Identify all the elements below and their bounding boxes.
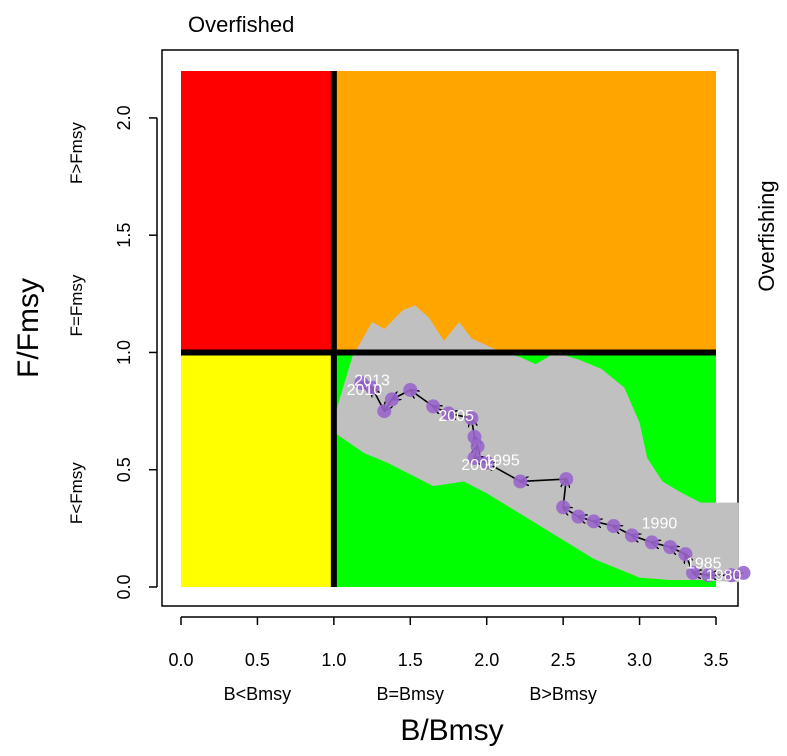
x-zone-label: B>Bmsy: [529, 684, 597, 704]
y-zone-label: F=Fmsy: [67, 274, 86, 336]
data-point: [724, 568, 739, 583]
data-point: [586, 514, 601, 529]
data-point: [479, 455, 494, 470]
y-tick-label: 0.0: [114, 574, 134, 599]
x-tick-label: 2.5: [551, 650, 576, 670]
uncertainty-layer: [333, 305, 739, 583]
data-point: [513, 474, 528, 489]
x-tick-label: 3.5: [703, 650, 728, 670]
plot-frame: [161, 49, 739, 607]
x-zone-label: B<Bmsy: [224, 684, 292, 704]
data-point: [701, 568, 716, 583]
data-point: [467, 451, 482, 465]
data-point: [384, 392, 399, 407]
data-point: [426, 399, 441, 414]
x-axis: 0.0 0.5 1.0 1.5 2.0 2.5 3.0 3.5: [168, 616, 729, 670]
x-tick-label: 0.5: [245, 650, 270, 670]
year-label: 2010: [347, 382, 383, 399]
year-label: 2005: [438, 408, 474, 425]
data-point: [686, 565, 701, 580]
trajectory-arrow: [520, 479, 567, 481]
year-label: 1990: [642, 516, 678, 533]
data-point: [354, 375, 369, 390]
data-point: [606, 519, 621, 534]
y-zone-labels: F<Fmsy F=Fmsy F>Fmsy: [67, 122, 86, 524]
year-label: 2013: [354, 373, 390, 390]
y-zone-label: F<Fmsy: [67, 462, 86, 524]
y-tick-label: 1.5: [114, 223, 134, 248]
x-tick-label: 0.0: [168, 650, 193, 670]
data-point: [365, 380, 380, 395]
data-point: [624, 528, 639, 543]
year-label: 1985: [686, 556, 722, 573]
y-axis: 0.0 0.5 1.0 1.5 2.0: [114, 105, 158, 600]
x-axis-label: B/Bmsy: [400, 714, 503, 747]
data-point: [663, 540, 678, 555]
data-point: [467, 429, 482, 444]
y-zone-label: F>Fmsy: [67, 122, 86, 184]
y-axis-label: F/Fmsy: [12, 278, 45, 378]
data-point: [736, 565, 751, 580]
year-label: 1980: [706, 567, 742, 584]
trajectory-layer: [354, 375, 751, 583]
data-point: [377, 404, 392, 419]
data-point: [559, 472, 574, 487]
quadrant-overfished-not-overfishing: [181, 352, 334, 587]
uncertainty-band: [333, 305, 739, 583]
data-point: [644, 535, 659, 550]
data-point: [403, 382, 418, 397]
x-tick-label: 2.0: [474, 650, 499, 670]
x-zone-labels: B<Bmsy B=Bmsy B>Bmsy: [224, 684, 597, 704]
reference-line-layer: [181, 71, 716, 587]
data-point: [464, 411, 479, 426]
y-tick-label: 1.0: [114, 340, 134, 365]
y-tick-label: 2.0: [114, 105, 134, 130]
x-tick-label: 1.0: [321, 650, 346, 670]
quadrant-overfished-overfishing: [181, 71, 334, 353]
data-point: [441, 406, 456, 421]
data-point: [556, 500, 571, 515]
data-point: [571, 509, 586, 524]
x-tick-label: 3.0: [627, 650, 652, 670]
chart-title: Overfished: [188, 12, 294, 37]
year-label: 1995: [484, 452, 520, 469]
y-tick-label: 0.5: [114, 457, 134, 482]
right-title: Overfishing: [754, 180, 779, 291]
x-zone-label: B=Bmsy: [377, 684, 445, 704]
data-point: [678, 547, 693, 562]
x-tick-label: 1.5: [398, 650, 423, 670]
year-label: 2000: [461, 457, 497, 474]
quadrant-healthy-overfishing: [333, 71, 716, 353]
